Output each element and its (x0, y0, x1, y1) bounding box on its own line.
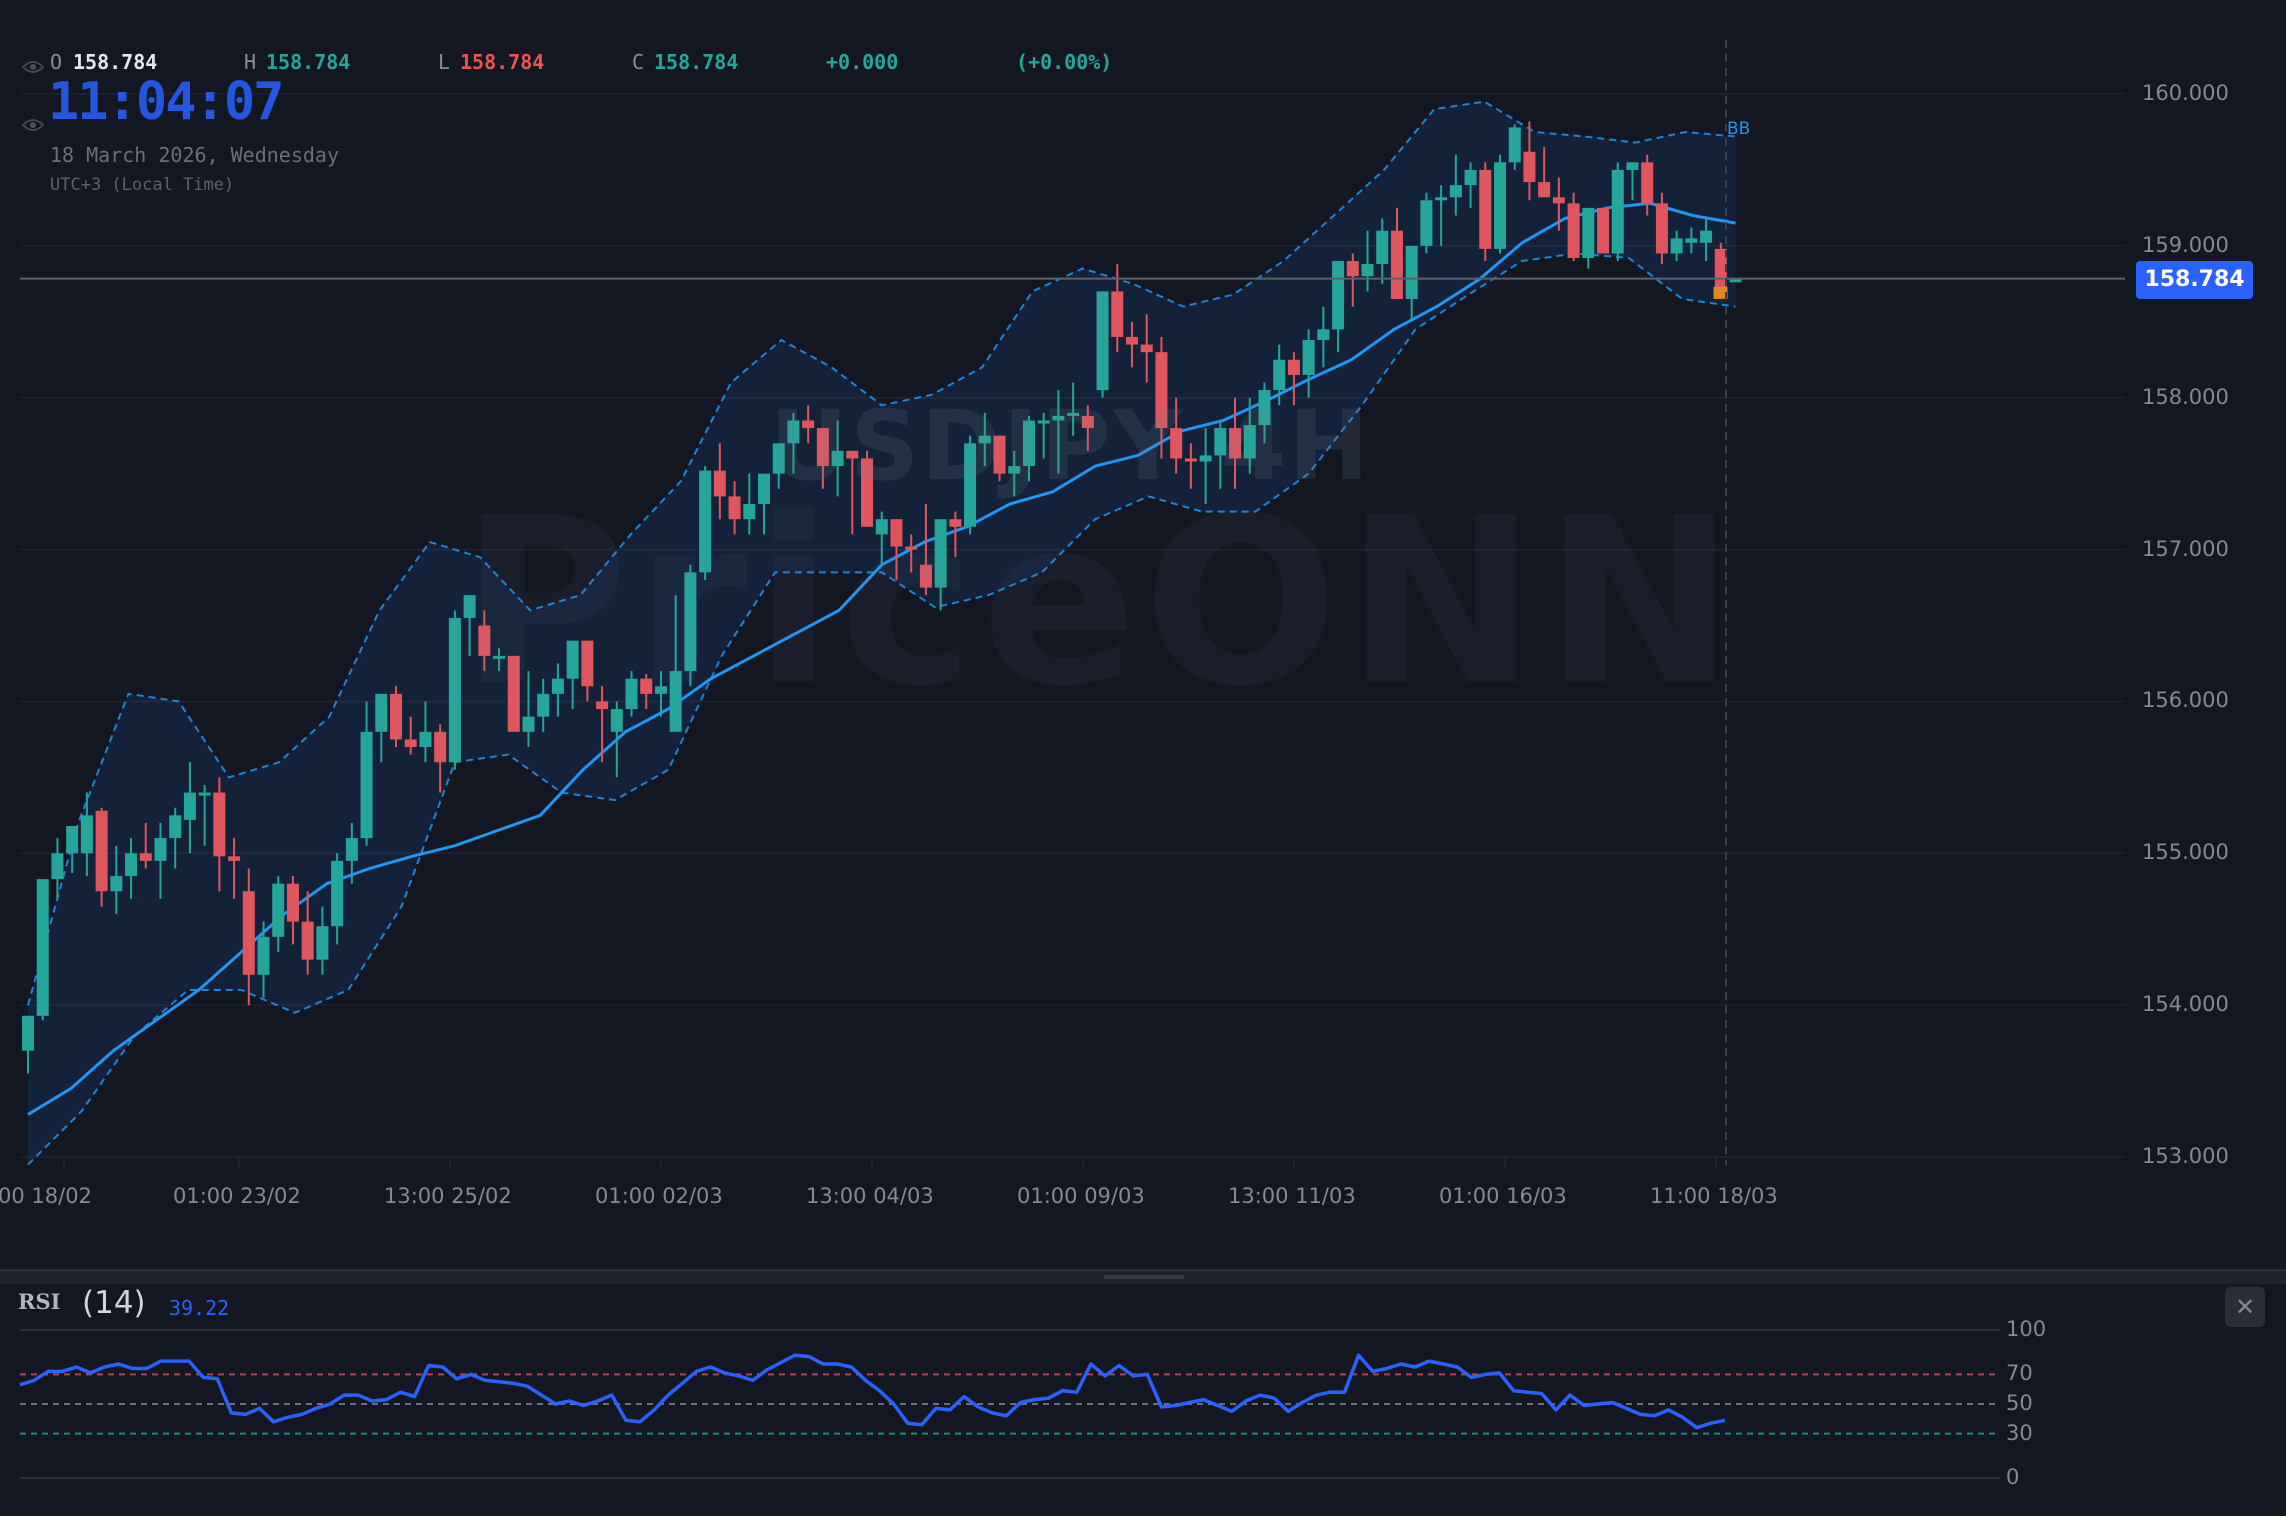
last-price-badge: 158.784 (2136, 261, 2253, 299)
rsi-tick-label: 50 (2006, 1391, 2033, 1415)
high-value: 158.784 (266, 50, 351, 74)
clock-date: 18 March 2026, Wednesday (50, 143, 339, 167)
last-price-line (20, 40, 2125, 1165)
price-tick-label: 157.000 (2142, 536, 2229, 561)
close-icon: ✕ (2234, 1293, 2256, 1321)
price-tick-label: 153.000 (2142, 1144, 2229, 1169)
time-tick-label: 01:00 23/02 (173, 1184, 301, 1208)
price-tick-label: 160.000 (2142, 81, 2229, 105)
resize-handle[interactable] (1104, 1275, 1184, 1279)
time-tick-label: 11:00 18/03 (1650, 1184, 1778, 1208)
close-label: C (632, 50, 645, 74)
close-value: 158.784 (654, 50, 739, 74)
price-tick-label: 156.000 (2142, 688, 2229, 713)
close-rsi-button[interactable]: ✕ (2225, 1287, 2265, 1327)
time-tick-label: 01:00 09/03 (1017, 1184, 1145, 1208)
rsi-series (19, 1329, 2000, 1479)
low-value: 158.784 (460, 50, 545, 74)
price-tick-label: 155.000 (2142, 840, 2229, 865)
rsi-tick-label: 0 (2006, 1465, 2020, 1489)
rsi-value: 39.22 (169, 1296, 230, 1320)
price-tick-label: 154.000 (2142, 992, 2229, 1017)
change-percent: (+0.00%) (1016, 50, 1113, 74)
time-tick-label: 01:00 16/03 (1439, 1184, 1567, 1208)
price-tick-label: 158.000 (2142, 384, 2229, 409)
rsi-period: (14) (82, 1285, 146, 1321)
time-tick-label: 01:00 02/03 (595, 1184, 723, 1208)
rsi-tick-label: 100 (2006, 1317, 2047, 1341)
clock-timezone: UTC+3 (Local Time) (50, 175, 235, 195)
time-tick-label: 13:00 04/03 (806, 1184, 934, 1208)
bb-indicator-label[interactable]: BB (1727, 119, 1751, 139)
price-tick-label: 159.000 (2142, 232, 2229, 257)
clock-time: 11:04:07 (48, 72, 284, 132)
eye-icon[interactable] (22, 118, 44, 132)
bollinger-band-lines (27, 100, 1736, 1166)
low-label: L (438, 50, 451, 74)
watermark-brand: PriceONN (460, 470, 1742, 737)
eye-icon[interactable] (22, 60, 44, 74)
high-label: H (244, 50, 257, 74)
open-value: 158.784 (73, 50, 158, 74)
rsi-tick-label: 70 (2006, 1361, 2033, 1386)
time-tick-label: 00 18/02 (0, 1184, 92, 1208)
candlestick-series (22, 121, 1742, 1074)
open-label: O (50, 50, 63, 74)
rsi-title: RSI (18, 1289, 61, 1314)
rsi-tick-label: 30 (2006, 1420, 2033, 1445)
change-value: +0.000 (826, 50, 899, 74)
watermark-symbol: USDJPY 4H (770, 390, 1371, 502)
time-tick-label: 13:00 25/02 (384, 1184, 512, 1208)
time-tick-label: 13:00 11/03 (1228, 1184, 1356, 1208)
